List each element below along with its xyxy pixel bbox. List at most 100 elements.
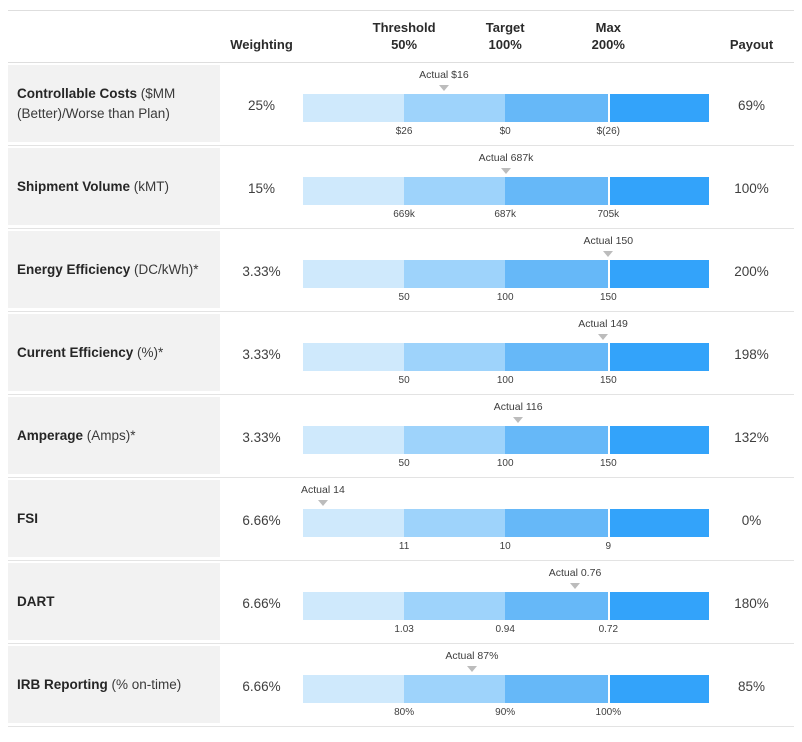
weighting-value: 6.66% <box>242 513 281 528</box>
metric-label-cell: DART <box>8 563 220 640</box>
actual-value-label: Actual 0.76 <box>548 567 602 579</box>
bullet-chart: Actual 687k 669k 687k 705k <box>303 146 709 228</box>
bar-segment-target <box>505 592 608 620</box>
bar-segment-threshold <box>404 426 506 454</box>
metric-row: IRB Reporting (% on-time) 6.66% Actual 8… <box>8 644 794 727</box>
metric-name: Controllable Costs <box>17 85 138 101</box>
bar-segment-max <box>607 94 709 122</box>
bar-segment-target <box>505 509 608 537</box>
bar-segment-below-threshold <box>303 343 405 371</box>
payout-value: 85% <box>737 679 766 694</box>
performance-bar <box>303 260 709 288</box>
actual-marker-triangle-icon <box>466 666 477 672</box>
weighting-value: 25% <box>247 98 276 113</box>
bar-segment-threshold <box>404 260 506 288</box>
metric-row: DART 6.66% Actual 0.76 1.03 0.94 0.72 18… <box>8 561 794 644</box>
metric-unit: (Amps)* <box>83 427 136 443</box>
metric-label-cell: Controllable Costs ($MM (Better)/Worse t… <box>8 65 220 142</box>
bar-segment-target <box>505 343 608 371</box>
bullet-chart: Actual 150 50 100 150 <box>303 229 709 311</box>
bar-segment-below-threshold <box>303 592 405 620</box>
metric-label-cell: IRB Reporting (% on-time) <box>8 646 220 723</box>
actual-value-label: Actual 149 <box>578 318 628 330</box>
metric-rows: Controllable Costs ($MM (Better)/Worse t… <box>8 63 794 727</box>
metric-label: Amperage (Amps)* <box>17 426 208 446</box>
metric-name: Amperage <box>17 427 84 443</box>
performance-bar <box>303 426 709 454</box>
metric-row: Shipment Volume (kMT) 15% Actual 687k 66… <box>8 146 794 229</box>
actual-marker-triangle-icon <box>438 85 449 91</box>
metric-name: IRB Reporting <box>17 676 108 692</box>
max-tick-label: 150 <box>599 292 617 303</box>
metric-label-cell: Shipment Volume (kMT) <box>8 148 220 225</box>
actual-marker-triangle-icon <box>317 500 328 506</box>
metric-unit: (% on-time) <box>107 676 182 692</box>
bar-segment-target <box>505 177 608 205</box>
bar-segment-target <box>505 94 608 122</box>
metric-label: IRB Reporting (% on-time) <box>17 675 208 695</box>
weighting-value: 15% <box>247 181 276 196</box>
metric-row: FSI 6.66% Actual 14 11 10 9 0% <box>8 478 794 561</box>
bar-segment-threshold <box>404 592 506 620</box>
bullet-chart: Actual 87% 80% 90% 100% <box>303 644 709 726</box>
header-max-label: Max 200% <box>591 19 625 53</box>
weighting-value: 3.33% <box>242 264 281 279</box>
bar-segment-max <box>607 675 709 703</box>
bar-segment-target <box>505 675 608 703</box>
metric-row: Energy Efficiency (DC/kWh)* 3.33% Actual… <box>8 229 794 312</box>
metric-row: Controllable Costs ($MM (Better)/Worse t… <box>8 63 794 146</box>
performance-bar <box>303 675 709 703</box>
max-tick-label: 9 <box>605 541 612 552</box>
metric-name: Shipment Volume <box>17 178 131 194</box>
metric-name: FSI <box>17 510 39 526</box>
metric-unit: (DC/kWh)* <box>130 261 199 277</box>
bar-segment-below-threshold <box>303 509 405 537</box>
metric-label: Energy Efficiency (DC/kWh)* <box>17 260 208 280</box>
performance-bar <box>303 177 709 205</box>
bar-segment-below-threshold <box>303 675 405 703</box>
threshold-tick-label: 11 <box>398 541 410 552</box>
max-tick-label: $(26) <box>596 126 620 137</box>
bullet-chart: Actual 116 50 100 150 <box>303 395 709 477</box>
performance-bar <box>303 509 709 537</box>
target-tick-label: 100 <box>496 458 514 469</box>
metric-label: Shipment Volume (kMT) <box>17 177 208 197</box>
payout-value: 198% <box>734 347 769 362</box>
target-tick-label: 0.94 <box>495 624 515 635</box>
payout-value: 200% <box>734 264 769 279</box>
bar-segment-below-threshold <box>303 426 405 454</box>
max-tick-label: 150 <box>599 458 617 469</box>
max-tick-label: 100% <box>595 707 622 718</box>
performance-bar <box>303 94 709 122</box>
threshold-tick-label: 50 <box>398 375 410 386</box>
metric-label-cell: FSI <box>8 480 220 557</box>
table-header: Weighting Threshold 50% Target 100% Max 200… <box>8 11 794 63</box>
metric-label: FSI <box>17 509 208 529</box>
max-tick-label: 0.72 <box>598 624 619 635</box>
bar-segment-below-threshold <box>303 177 405 205</box>
weighting-value: 6.66% <box>242 679 281 694</box>
weighting-value: 3.33% <box>242 430 281 445</box>
bar-segment-max <box>607 260 709 288</box>
actual-value-label: Actual 150 <box>583 235 634 247</box>
metric-label: Current Efficiency (%)* <box>17 343 208 363</box>
bullet-chart: Actual 14 11 10 9 <box>301 478 709 560</box>
threshold-tick-label: $26 <box>395 126 413 137</box>
metric-unit: ($MM (Better)/Worse than Plan) <box>17 85 176 121</box>
bullet-chart: Actual 149 50 100 150 <box>303 312 709 394</box>
metric-unit: (kMT) <box>130 178 169 194</box>
target-tick-label: 100 <box>496 292 514 303</box>
bar-segment-max <box>607 426 709 454</box>
bullet-chart: Actual $16 $26 $0 $(26) <box>303 63 709 145</box>
weighting-value: 3.33% <box>242 347 281 362</box>
payout-value: 180% <box>734 596 769 611</box>
metric-row: Amperage (Amps)* 3.33% Actual 116 50 100… <box>8 395 794 478</box>
actual-value-label: Actual 687k <box>478 152 534 164</box>
bar-segment-threshold <box>404 94 506 122</box>
bar-segment-threshold <box>404 343 506 371</box>
bar-segment-threshold <box>404 177 506 205</box>
performance-bar <box>303 343 709 371</box>
bullet-chart: Actual 0.76 1.03 0.94 0.72 <box>303 561 709 643</box>
payout-value: 0% <box>741 513 762 528</box>
target-tick-label: 100 <box>496 375 514 386</box>
